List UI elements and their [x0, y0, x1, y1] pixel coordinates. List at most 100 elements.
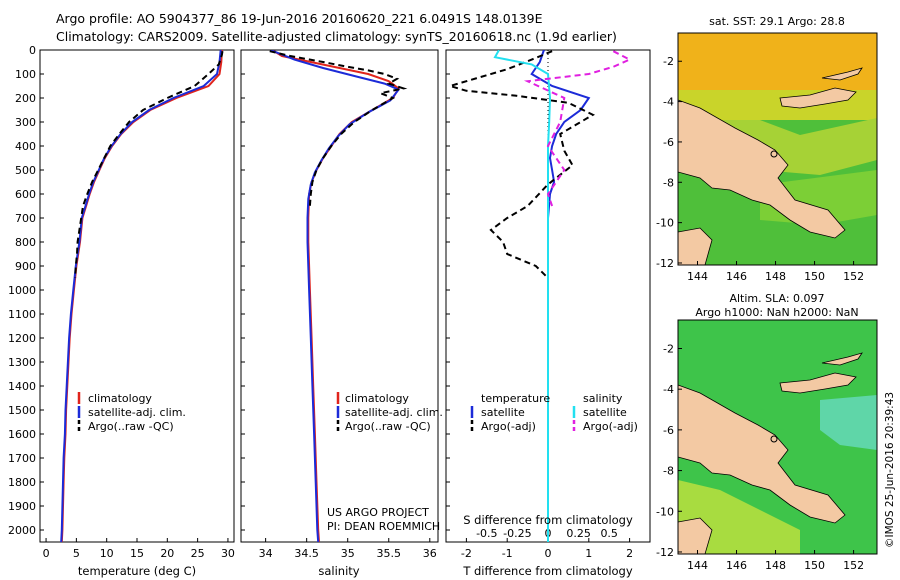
temperature-plot-frame [39, 49, 235, 543]
sla-map [678, 320, 877, 554]
sla-map-argo-marker [770, 435, 778, 443]
diff-legend-s-satellite-label: satellite [583, 406, 627, 419]
s-difference-tick-label: 0.25 [566, 527, 591, 540]
depth-tick-label: 1100 [8, 308, 36, 321]
sla-map-title-line1: Altim. SLA: 0.097 [729, 292, 824, 305]
sst-map-land-island [821, 67, 863, 81]
sla-map-lon-label: 144 [687, 559, 708, 572]
salinity-axis-label: salinity [318, 564, 359, 578]
temperature-tick-label: 0 [43, 547, 50, 560]
temperature-axis-label: temperature (deg C) [78, 564, 196, 578]
sla-map-land-newbritain [779, 372, 857, 394]
salinity-tick-label: 36 [423, 547, 437, 560]
salinity-tick-label: 34.5 [294, 547, 319, 560]
depth-tick-label: 700 [15, 212, 36, 225]
diff-legend-salinity-title: salinity [583, 392, 623, 405]
sla-map-land-png [678, 384, 846, 524]
sst-map-lat-label: -12 [656, 257, 674, 270]
depth-tick-label: 1600 [8, 428, 36, 441]
project-annotation: US ARGO PROJECT [327, 506, 429, 519]
depth-tick-label: 1200 [8, 332, 36, 345]
temperature-tick-label: 25 [191, 547, 205, 560]
difference-series-2 [446, 50, 596, 279]
sla-map-land-australia [678, 517, 713, 554]
sst-map-land-australia [678, 227, 713, 265]
difference-series-3 [493, 50, 552, 542]
sst-map-lat-label: -8 [663, 176, 674, 189]
depth-tick-label: 1900 [8, 500, 36, 513]
depth-tick-label: 1500 [8, 404, 36, 417]
s-difference-tick-label: -0.5 [476, 527, 497, 540]
depth-tick-label: 1800 [8, 476, 36, 489]
profile-title: Argo profile: AO 5904377_86 19-Jun-2016 … [56, 11, 543, 26]
sal-legend-argo-label: Argo(..raw -QC) [345, 420, 431, 433]
t-difference-tick-label: 1 [585, 547, 592, 560]
sst-map-lon-label: 146 [726, 270, 747, 283]
difference-series-1 [530, 50, 591, 542]
depth-tick-label: 500 [15, 164, 36, 177]
sst-map-land-newbritain [779, 87, 857, 109]
salinity-tick-label: 35 [341, 547, 355, 560]
sst-map-warm-band [678, 33, 877, 93]
sla-map-lat-label: -8 [663, 465, 674, 478]
sla-map-lon-label: 152 [843, 559, 864, 572]
diff-legend-t-argo-label: Argo(-adj) [481, 420, 536, 433]
sla-map-lat-label: -4 [663, 383, 674, 396]
legend-climatology-label: climatology [88, 392, 152, 405]
sla-map-lat-label: -10 [656, 505, 674, 518]
depth-tick-label: 1000 [8, 284, 36, 297]
depth-tick-label: 0 [29, 44, 36, 57]
sst-map-lon-label: 150 [804, 270, 825, 283]
pi-annotation: PI: DEAN ROEMMICH [327, 520, 440, 533]
depth-tick-label: 1700 [8, 452, 36, 465]
temperature-tick-label: 30 [221, 547, 235, 560]
diff-legend-temperature-title: temperature [481, 392, 550, 405]
t-difference-tick-label: -1 [502, 547, 513, 560]
sst-map-lat-label: -10 [656, 217, 674, 230]
t-difference-tick-label: -2 [461, 547, 472, 560]
depth-tick-label: 1300 [8, 356, 36, 369]
sst-map-lat-label: -4 [663, 96, 674, 109]
depth-tick-label: 100 [15, 68, 36, 81]
diff-legend-s-argo-label: Argo(-adj) [583, 420, 638, 433]
temperature-tick-label: 20 [160, 547, 174, 560]
diff-legend-t-satellite-label: satellite [481, 406, 525, 419]
depth-tick-label: 2000 [8, 524, 36, 537]
sla-map-lon-label: 150 [804, 559, 825, 572]
sal-legend-climatology-label: climatology [345, 392, 409, 405]
t-difference-tick-label: 2 [626, 547, 633, 560]
sst-map [678, 33, 877, 265]
depth-tick-label: 900 [15, 260, 36, 273]
salinity-series-1 [271, 50, 400, 542]
depth-tick-label: 300 [15, 116, 36, 129]
sal-legend-satellite-label: satellite-adj. clim. [345, 406, 443, 419]
sla-map-land-island [821, 352, 863, 366]
temperature-tick-label: 5 [73, 547, 80, 560]
salinity-plot-frame [240, 49, 439, 543]
temperature-series-2 [60, 50, 222, 542]
sla-map-cyan-patch [820, 395, 877, 450]
temperature-series-1 [60, 50, 223, 542]
salinity-series-3 [269, 50, 408, 207]
climatology-title: Climatology: CARS2009. Satellite-adjuste… [56, 29, 617, 44]
sst-map-lat-label: -2 [663, 55, 674, 68]
sst-map-lon-label: 144 [687, 270, 708, 283]
difference-series-4 [523, 50, 632, 207]
depth-tick-label: 600 [15, 188, 36, 201]
temperature-tick-label: 15 [130, 547, 144, 560]
depth-tick-label: 1400 [8, 380, 36, 393]
legend-argo-label: Argo(..raw -QC) [88, 420, 174, 433]
sla-map-lat-label: -6 [663, 424, 674, 437]
legend-satellite-label: satellite-adj. clim. [88, 406, 186, 419]
depth-tick-label: 400 [15, 140, 36, 153]
salinity-tick-label: 35.5 [377, 547, 402, 560]
sst-map-lon-label: 152 [843, 270, 864, 283]
sst-map-lat-label: -6 [663, 136, 674, 149]
depth-tick-label: 200 [15, 92, 36, 105]
salinity-series-2 [270, 50, 401, 542]
sst-map-frame [677, 32, 878, 266]
temperature-tick-label: 10 [100, 547, 114, 560]
s-difference-tick-label: -0.25 [503, 527, 531, 540]
sla-map-lon-label: 146 [726, 559, 747, 572]
